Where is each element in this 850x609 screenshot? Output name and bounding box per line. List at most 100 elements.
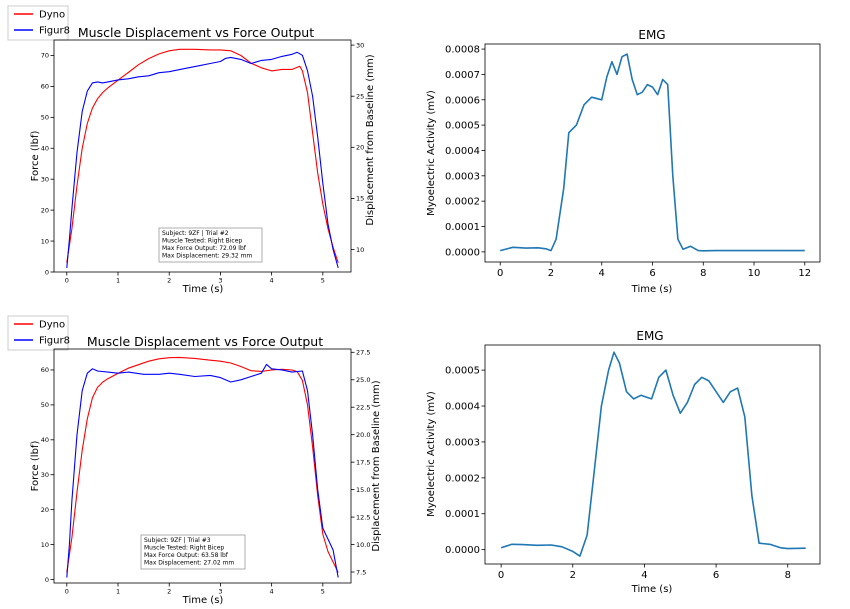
x-tick-label: 5: [321, 588, 325, 596]
y-tick-label: 0.0006: [445, 95, 480, 106]
plot-frame: [484, 43, 821, 263]
legend-label-dyno: Dyno: [39, 320, 65, 331]
x-axis-label: Time (s): [182, 595, 224, 606]
x-tick-label: 4: [270, 277, 274, 285]
x-tick-label: 10: [748, 268, 761, 279]
x-tick-label: 6: [649, 268, 655, 279]
y2-tick-label: 15: [356, 195, 364, 203]
annotation-frame: [158, 227, 263, 263]
x-tick-label: 1: [116, 277, 120, 285]
series-lines: [66, 48, 339, 269]
y-tick-label: 30: [41, 471, 49, 479]
y-tick-label: 20: [41, 506, 49, 514]
y2-tick-label: 25: [356, 92, 364, 100]
y2-axis-ticks: 7.5 10.0 12.5 15.0 17.5 20.0 22.5 25.0 27.5: [351, 349, 370, 576]
y-tick-label: 0.0000: [445, 545, 480, 556]
series-line-figur8: [66, 363, 339, 578]
y-tick-label: 0: [45, 268, 49, 276]
plot-frame: [53, 39, 352, 273]
x-axis-label: Time (s): [182, 284, 224, 295]
x-tick-label: 0: [65, 277, 69, 285]
y-tick-label: 0.0001: [445, 509, 480, 520]
annotation-line: Muscle Tested: Right Bicep: [144, 545, 224, 552]
annotation-line: Max Displacement: 27.02 mm: [144, 560, 234, 567]
y-tick-label: 50: [41, 114, 49, 122]
series-line-dyno: [66, 48, 339, 263]
y-tick-label: 40: [41, 145, 49, 153]
series-line-dyno: [66, 356, 339, 573]
annotation-line: Max Force Output: 72.09 lbf: [162, 245, 247, 252]
annotation-line: Max Force Output: 63.58 lbf: [144, 552, 229, 559]
y-tick-label: 30: [41, 175, 49, 183]
x-tick-label: 3: [218, 588, 222, 596]
y2-axis-label: Displacement from Baseline (mm): [365, 54, 376, 225]
x-tick-label: 6: [713, 570, 719, 581]
y2-tick-label: 10.0: [356, 541, 370, 549]
annotation-line: Subject: 9ZF | Trial #3: [144, 537, 211, 544]
series-line-emg: [499, 53, 805, 252]
y2-tick-label: 17.5: [356, 458, 370, 466]
y-axis-ticks: 0 10 20 30 40 50 60: [41, 366, 54, 584]
y2-tick-label: 7.5: [356, 568, 366, 576]
x-tick-label: 0: [497, 268, 503, 279]
x-axis-label: Time (s): [631, 584, 673, 595]
series-line-figur8: [66, 51, 339, 269]
y-tick-label: 0.0000: [445, 247, 480, 258]
legend: Dyno Figur8: [7, 315, 70, 351]
x-tick-label: 8: [700, 268, 706, 279]
x-tick-label: 2: [167, 588, 171, 596]
series-lines: [499, 53, 805, 252]
x-tick-label: 3: [218, 277, 222, 285]
y-tick-label: 60: [41, 83, 49, 91]
x-tick-label: 2: [167, 277, 171, 285]
y2-tick-label: 25.0: [356, 376, 370, 384]
annotation-box: Subject: 9ZF | Trial #2 Muscle Tested: R…: [158, 227, 263, 263]
chart-title: EMG: [636, 329, 663, 343]
y-axis-ticks: 0.0000 0.0001 0.0002 0.0003 0.0004 0.0005 0.00…: [445, 45, 485, 258]
chart-title: Muscle Displacement vs Force Output: [87, 334, 323, 349]
y-tick-label: 50: [41, 401, 49, 409]
y-tick-label: 0.0005: [445, 366, 480, 377]
legend-frame: [7, 5, 69, 41]
y2-tick-label: 22.5: [356, 404, 370, 412]
y-axis-label: Myoelectric Activity (mV): [426, 90, 437, 216]
annotation-box: Subject: 9ZF | Trial #3 Muscle Tested: R…: [140, 534, 246, 570]
y-tick-label: 0.0005: [445, 121, 480, 132]
y2-tick-label: 30: [356, 41, 364, 49]
y-tick-label: 20: [41, 206, 49, 214]
y-axis-ticks: 0 10 20 30 40 50 60 70: [41, 52, 54, 276]
y-tick-label: 0: [45, 576, 49, 584]
legend-label-dyno: Dyno: [39, 10, 65, 21]
y-tick-label: 0.0003: [445, 437, 480, 448]
x-tick-label: 2: [570, 570, 576, 581]
x-tick-label: 0: [498, 570, 504, 581]
plot-frame: [53, 348, 352, 584]
y-tick-label: 0.0007: [445, 70, 480, 81]
y-tick-label: 40: [41, 436, 49, 444]
x-axis-ticks: 0 1 2 3 4 5: [65, 272, 325, 285]
force-displacement-chart-trial-2: Dyno Figur8 Muscle Displacement vs Force…: [7, 5, 376, 295]
chart-title: EMG: [638, 28, 665, 42]
y-tick-label: 0.0004: [445, 146, 480, 157]
y2-tick-label: 20.0: [356, 431, 370, 439]
y-tick-label: 0.0003: [445, 171, 480, 182]
y2-tick-label: 15.0: [356, 486, 370, 494]
y-tick-label: 0.0004: [445, 402, 480, 413]
legend: Dyno Figur8: [7, 5, 70, 41]
y-tick-label: 10: [41, 237, 49, 245]
y2-tick-label: 20: [356, 144, 364, 152]
x-axis-ticks: 0 2 4 6 8 10 12: [497, 262, 811, 279]
emg-chart-trial-2: EMG 0 2 4 6 8 10 12 0.00000.00010.00020.00030.…: [426, 28, 821, 295]
y-axis-label: Force (lbf): [30, 441, 41, 492]
emg-chart-trial-3: EMG 0 2 4 6 8 0.0000 0.0001 0.0002 0.0003 0.0004…: [426, 329, 821, 595]
y-axis-label: Force (lbf): [30, 131, 41, 182]
force-displacement-chart-trial-3: Dyno Figur8 Muscle Displacement vs Force…: [7, 315, 382, 606]
y-tick-label: 0.0002: [445, 473, 480, 484]
y-axis-label: Myoelectric Activity (mV): [426, 391, 437, 517]
y-tick-label: 0.0001: [445, 222, 480, 233]
series-line-emg: [500, 351, 806, 557]
x-tick-label: 12: [798, 268, 811, 279]
x-tick-label: 0: [65, 588, 69, 596]
y2-axis-label: Displacement from Baseline (mm): [371, 380, 382, 551]
